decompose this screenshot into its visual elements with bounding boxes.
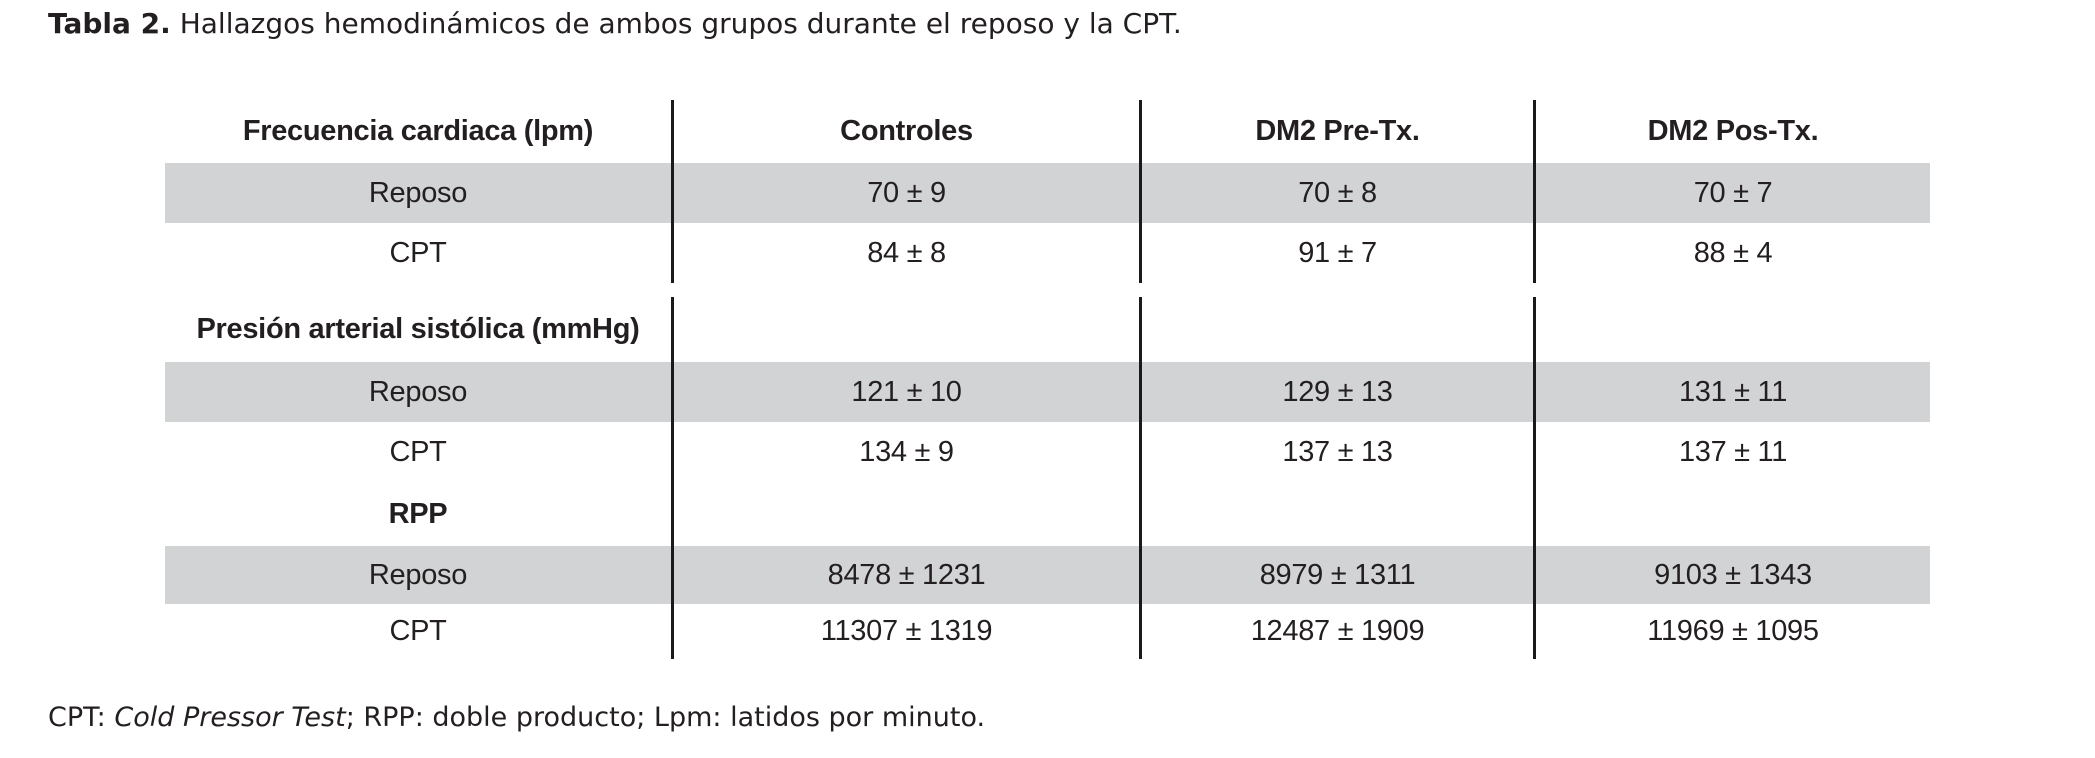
cell-value: 137 ± 11 <box>1678 435 1788 468</box>
cell-value: 12487 ± 1909 <box>1142 604 1536 659</box>
column-header-dm2-pos-tx: DM2 Pos-Tx. <box>1647 115 1819 147</box>
footnote-italic-term: Cold Pressor Test <box>114 702 346 733</box>
footnote-prefix: CPT: <box>48 702 115 733</box>
section-header-rpp: RPP <box>165 482 1930 546</box>
column-header-frecuencia-cardiaca: Frecuencia cardiaca (lpm) <box>165 100 674 163</box>
table-caption-number: Tabla 2. <box>48 7 171 40</box>
row-label: Reposo <box>165 163 674 223</box>
section-title: RPP <box>165 482 674 546</box>
column-header-dm2-pre-tx: DM2 Pre-Tx. <box>1142 100 1536 163</box>
cell-value: 134 ± 9 <box>674 422 1142 482</box>
empty-cell <box>1142 482 1536 546</box>
cell-value: 11969 ± 1095 <box>1647 615 1819 647</box>
table-caption: Tabla 2. Hallazgos hemodinámicos de ambo… <box>48 6 1182 41</box>
row-label: CPT <box>165 422 674 482</box>
table-header-row: Frecuencia cardiaca (lpm) Controles DM2 … <box>165 100 1930 163</box>
cell-value: 88 ± 4 <box>1693 236 1773 269</box>
table-row-rpp-cpt: CPT 11307 ± 1319 12487 ± 1909 11969 ± 10… <box>165 604 1930 659</box>
empty-cell <box>1536 482 1930 546</box>
cell-value: 8979 ± 1311 <box>1142 546 1536 604</box>
cell-value: 121 ± 10 <box>674 362 1142 422</box>
empty-cell <box>674 482 1142 546</box>
table-row-rpp-reposo: Reposo 8478 ± 1231 8979 ± 1311 9103 ± 13… <box>165 546 1930 604</box>
hemodynamics-table: Frecuencia cardiaca (lpm) Controles DM2 … <box>165 100 1930 659</box>
cell-value: 11307 ± 1319 <box>674 604 1142 659</box>
cell-value: 129 ± 13 <box>1142 362 1536 422</box>
cell-value: 131 ± 11 <box>1678 375 1788 408</box>
cell-value: 84 ± 8 <box>674 223 1142 283</box>
cell-value: 8478 ± 1231 <box>674 546 1142 604</box>
cell-value: 70 ± 7 <box>1693 176 1773 209</box>
table-caption-text: Hallazgos hemodinámicos de ambos grupos … <box>170 7 1182 40</box>
table-footnote: CPT: Cold Pressor Test; RPP: doble produ… <box>48 702 985 733</box>
cell-value: 9103 ± 1343 <box>1654 558 1812 591</box>
cell-value: 137 ± 13 <box>1142 422 1536 482</box>
table-row-pas-cpt: CPT 134 ± 9 137 ± 13 137 ± 11 <box>165 422 1930 482</box>
empty-cell <box>1142 297 1536 362</box>
table-row-fc-cpt: CPT 84 ± 8 91 ± 7 88 ± 4 <box>165 223 1930 283</box>
column-header-controles: Controles <box>674 100 1142 163</box>
cell-value: 70 ± 8 <box>1142 163 1536 223</box>
footnote-suffix: ; RPP: doble producto; Lpm: latidos por … <box>345 702 986 733</box>
empty-cell <box>1536 297 1930 362</box>
row-label: CPT <box>165 604 674 659</box>
row-label: Reposo <box>165 546 674 604</box>
table-row-pas-reposo: Reposo 121 ± 10 129 ± 13 131 ± 11 <box>165 362 1930 422</box>
empty-cell <box>674 297 1142 362</box>
section-header-presion-arterial: Presión arterial sistólica (mmHg) <box>165 283 1930 362</box>
row-label: CPT <box>165 223 674 283</box>
row-label: Reposo <box>165 362 674 422</box>
section-title: Presión arterial sistólica (mmHg) <box>165 297 674 362</box>
cell-value: 91 ± 7 <box>1142 223 1536 283</box>
table-row-fc-reposo: Reposo 70 ± 9 70 ± 8 70 ± 7 <box>165 163 1930 223</box>
cell-value: 70 ± 9 <box>674 163 1142 223</box>
